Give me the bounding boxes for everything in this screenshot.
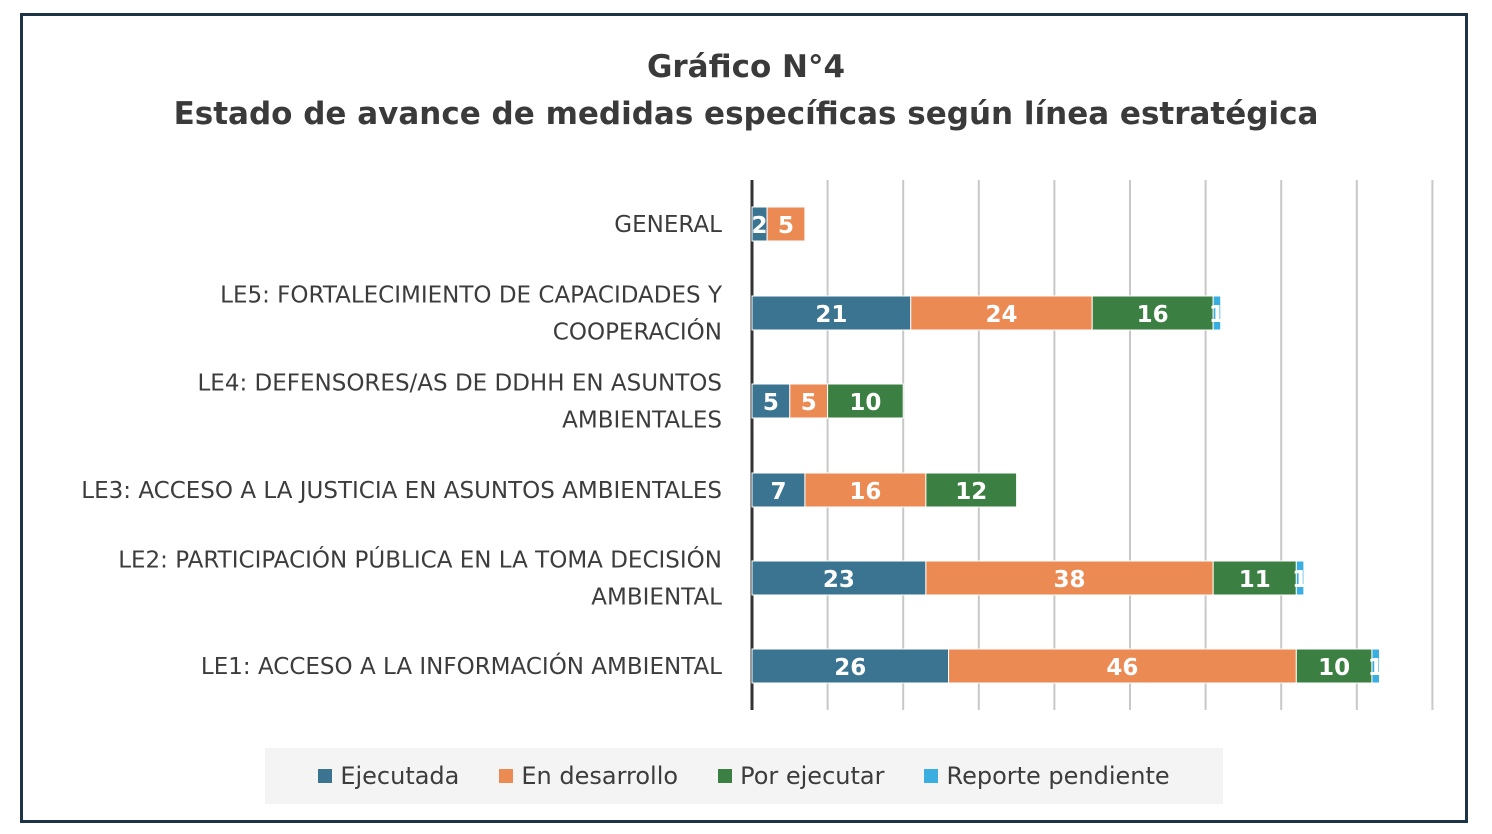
bar-segment [910, 295, 1093, 331]
chart-subtitle: Estado de avance de medidas específicas … [173, 96, 1319, 132]
legend-swatch [499, 769, 514, 783]
category-label: GENERAL [614, 212, 722, 238]
data-label: 7 [770, 479, 786, 505]
category-label: LE1: ACCESO A LA INFORMACIÓN AMBIENTAL [201, 652, 722, 680]
legend-item: Reporte pendiente [924, 762, 1170, 790]
category-label: LE5: FORTALECIMIENTO DE CAPACIDADES Y COO… [220, 283, 723, 346]
data-label: 16 [849, 479, 881, 505]
bar-segment [827, 383, 904, 419]
bar-segment [766, 206, 806, 242]
data-label: 10 [849, 390, 881, 416]
data-label: 10 [1318, 655, 1350, 681]
chart-title: Gráfico N°4 [646, 49, 846, 85]
data-label: 23 [823, 567, 855, 593]
bar-segment [1091, 295, 1214, 331]
category-label: LE3: ACCESO A LA JUSTICIA EN ASUNTOS AMB… [81, 478, 722, 504]
chart-frame [20, 13, 1468, 823]
legend-item: Ejecutada [318, 762, 459, 790]
legend-swatch [318, 769, 333, 783]
data-label: 1 [1209, 302, 1225, 328]
bar-segment [804, 472, 927, 508]
bar-segment [1371, 648, 1380, 684]
data-label: 5 [801, 390, 817, 416]
legend-label: En desarrollo [521, 762, 679, 790]
data-label: 21 [815, 302, 847, 328]
data-label: 46 [1106, 655, 1138, 681]
data-label: 5 [778, 213, 794, 239]
bar-segment [751, 560, 927, 596]
bar-segment [925, 472, 1018, 508]
bar-segment [925, 560, 1214, 596]
data-label: 11 [1239, 567, 1271, 593]
data-label: 16 [1137, 302, 1169, 328]
bar-segment [948, 648, 1297, 684]
data-label: 24 [985, 302, 1017, 328]
data-label: 5 [763, 390, 779, 416]
bar-segment [1212, 560, 1297, 596]
legend-label: Ejecutada [340, 762, 460, 790]
data-label: 1 [1292, 567, 1308, 593]
data-label: 2 [752, 213, 768, 239]
chart-legend: Ejecutada En desarrollo Por ejecutar Report… [265, 748, 1223, 804]
bar-segment [1295, 560, 1305, 596]
data-label: 38 [1054, 567, 1086, 593]
bar-segment [751, 295, 912, 331]
legend-label: Reporte pendiente [946, 762, 1170, 790]
data-label: 1 [1368, 655, 1384, 681]
legend-label: Por ejecutar [740, 762, 885, 790]
bar-segment [789, 383, 829, 419]
legend-swatch [924, 769, 939, 783]
bar-segment [751, 648, 950, 684]
legend-item: Por ejecutar [718, 762, 884, 790]
data-label: 12 [955, 479, 987, 505]
category-label: LE2: PARTICIPACIÓN PÚBLICA EN LA TOMA DE… [118, 546, 722, 611]
data-label: 26 [834, 655, 866, 681]
bar-segment [751, 472, 806, 508]
bar-segment [1212, 295, 1222, 331]
legend-swatch [718, 769, 733, 783]
category-label: LE4: DEFENSORES/AS DE DDHH EN ASUNTOS AMB… [197, 371, 722, 434]
legend-item: En desarrollo [499, 762, 678, 790]
bar-segment [1295, 648, 1373, 684]
